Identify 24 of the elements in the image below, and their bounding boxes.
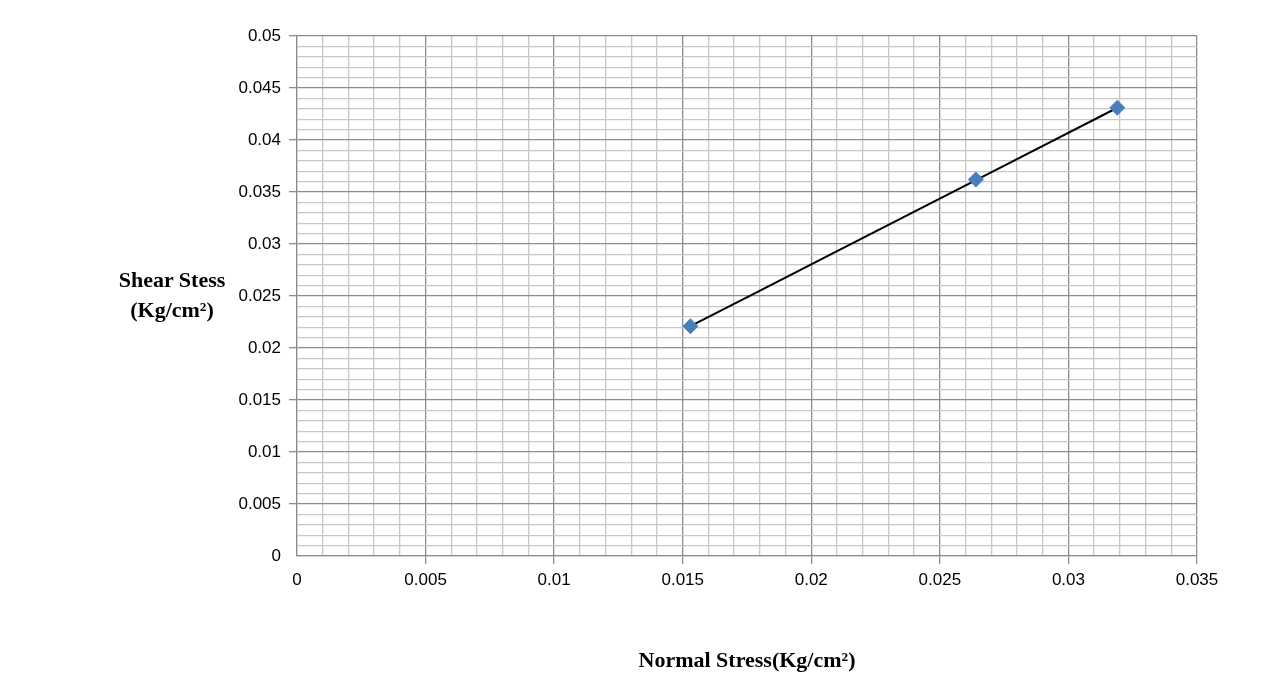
x-tick-label: 0.03 <box>1051 569 1085 589</box>
x-tick-label: 0.01 <box>537 569 571 589</box>
y-tick-label: 0 <box>271 545 281 565</box>
x-tick-label: 0.02 <box>794 569 828 589</box>
x-tick-label: 0.005 <box>404 569 447 589</box>
y-tick-label: 0.05 <box>247 25 281 45</box>
y-tick-label: 0.025 <box>238 285 281 305</box>
y-tick-label: 0.035 <box>238 181 281 201</box>
x-tick-label: 0.015 <box>661 569 704 589</box>
x-axis-title: Normal Stress(Kg/cm²) <box>638 647 856 673</box>
y-tick-label: 0.015 <box>238 389 281 409</box>
point <box>967 171 984 188</box>
x-tick-label: 0.025 <box>918 569 962 589</box>
y-tick-label: 0.02 <box>247 337 281 357</box>
y-tick-label: 0.03 <box>247 233 281 253</box>
y-tick-label: 0.045 <box>238 77 281 97</box>
point <box>682 318 699 335</box>
x-tick-label: 0.035 <box>1175 569 1219 589</box>
x-tick-label: 0 <box>292 569 302 589</box>
point <box>1109 99 1126 116</box>
y-tick-label: 0.005 <box>238 493 281 513</box>
y-tick-label: 0.04 <box>247 129 281 149</box>
y-tick-label: 0.01 <box>247 441 281 461</box>
y-axis-title: Shear Stess (Kg/cm²) <box>118 266 226 322</box>
